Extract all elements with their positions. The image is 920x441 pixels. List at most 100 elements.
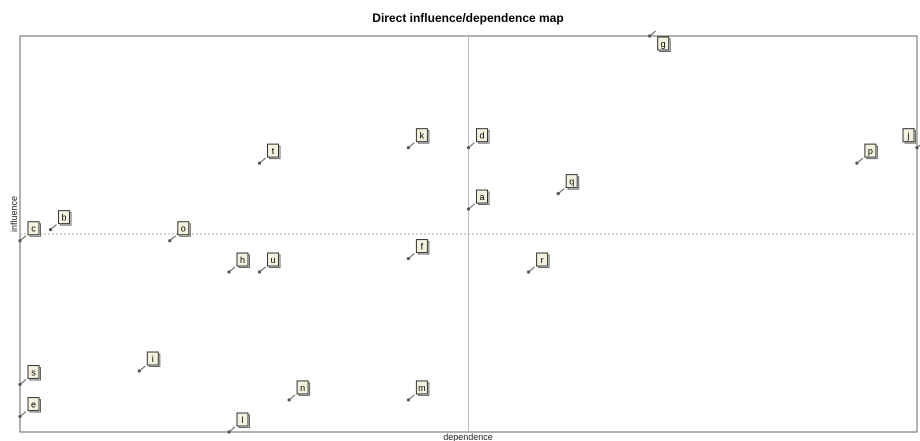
chart-title: Direct influence/dependence map	[372, 11, 563, 25]
point-label-shadow	[904, 130, 916, 144]
point-label-shadow	[298, 382, 311, 396]
point-label-box	[27, 397, 40, 412]
point-label-box	[415, 239, 428, 254]
point-label-box	[266, 143, 279, 158]
data-point: t	[257, 143, 281, 165]
point-marker	[526, 270, 531, 274]
point-label-shadow	[538, 254, 550, 269]
point-label-box	[266, 252, 279, 267]
point-label-box	[415, 128, 428, 143]
data-point: i	[137, 351, 161, 373]
data-point: j	[902, 128, 920, 150]
point-label: d	[479, 131, 484, 141]
point-label: p	[868, 146, 873, 156]
data-point: k	[406, 128, 430, 150]
point-marker	[168, 239, 172, 243]
point-label: f	[421, 242, 424, 252]
point-label: i	[152, 354, 154, 364]
point-label: r	[541, 255, 544, 265]
point-label-box	[146, 351, 159, 366]
point-label: m	[418, 383, 426, 393]
data-point: u	[257, 252, 281, 274]
point-marker	[648, 34, 652, 38]
point-label-shadow	[417, 241, 430, 255]
point-label-box	[536, 252, 549, 267]
y-axis-label: influence	[9, 196, 19, 232]
point-label-box	[415, 380, 428, 395]
data-point: q	[556, 174, 580, 196]
data-point: g	[648, 30, 671, 52]
point-marker	[257, 270, 262, 274]
point-label: j	[907, 131, 910, 141]
point-label-box	[864, 143, 877, 158]
data-point: a	[466, 189, 490, 211]
point-label-shadow	[268, 254, 281, 269]
point-label-box	[902, 128, 915, 143]
point-label-shadow	[268, 145, 281, 160]
point-label-shadow	[478, 191, 490, 206]
point-marker	[257, 161, 262, 165]
center-lines	[20, 36, 917, 432]
data-point: r	[526, 252, 550, 274]
data-point: b	[48, 210, 72, 232]
point-label-shadow	[29, 366, 41, 381]
point-marker	[18, 414, 22, 419]
point-label-shadow	[238, 254, 251, 269]
data-point: c	[18, 221, 41, 243]
point-label-shadow	[417, 130, 430, 144]
point-label-box	[565, 174, 578, 189]
x-axis-label: dependence	[443, 432, 493, 441]
point-label-box	[476, 128, 488, 143]
point-label-shadow	[29, 399, 41, 413]
point-label: c	[31, 224, 36, 234]
point-label: t	[272, 146, 275, 156]
data-point: p	[855, 143, 878, 165]
point-label-shadow	[179, 223, 191, 237]
point-marker	[466, 146, 471, 150]
point-label-box	[177, 221, 190, 236]
point-marker	[855, 161, 859, 165]
point-label-shadow	[29, 223, 41, 237]
points-layer: g k d t p j q a c b o f h u r i s n m e l	[18, 30, 920, 434]
point-label: a	[479, 192, 484, 202]
point-marker	[137, 369, 141, 373]
point-marker	[287, 398, 291, 402]
point-label-shadow	[59, 212, 72, 226]
point-label-shadow	[238, 414, 251, 428]
point-label-box	[27, 364, 40, 379]
data-point: l	[227, 412, 251, 434]
point-marker	[227, 270, 231, 274]
data-point: o	[168, 221, 191, 243]
point-label: q	[569, 177, 574, 187]
point-marker	[556, 192, 560, 196]
data-point: d	[466, 128, 490, 150]
point-label-shadow	[478, 130, 490, 144]
data-point: e	[18, 397, 41, 419]
point-label-box	[57, 210, 70, 225]
point-label-shadow	[567, 176, 580, 190]
point-marker	[18, 239, 22, 243]
point-label-box	[296, 380, 309, 395]
point-label: s	[31, 367, 36, 377]
point-label: b	[61, 213, 66, 223]
data-point: f	[406, 239, 430, 261]
point-marker	[406, 398, 411, 402]
point-label: o	[181, 224, 186, 234]
point-label: e	[31, 400, 36, 410]
data-point: n	[287, 380, 311, 402]
point-label: k	[420, 131, 425, 141]
point-label-box	[236, 412, 249, 427]
data-point: s	[18, 364, 41, 387]
data-point: m	[406, 380, 430, 402]
point-label: h	[240, 255, 245, 265]
point-label: n	[300, 383, 305, 393]
point-label-shadow	[866, 145, 878, 160]
point-marker	[18, 382, 22, 387]
point-marker	[466, 207, 471, 211]
point-marker	[227, 430, 231, 434]
point-label-shadow	[659, 38, 671, 52]
point-label-shadow	[417, 382, 430, 396]
point-marker	[915, 146, 919, 150]
point-marker	[406, 146, 411, 150]
